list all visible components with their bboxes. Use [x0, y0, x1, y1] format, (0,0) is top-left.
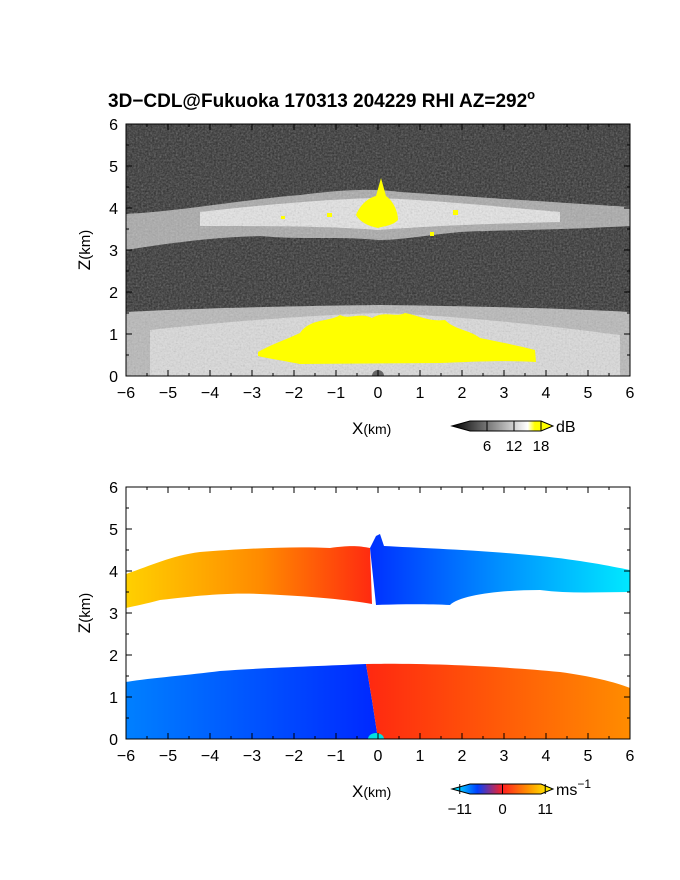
colorbar-tick-label: 6	[483, 438, 491, 455]
colorbar-tick-label: −11	[448, 801, 472, 818]
intensity-saturated-speck	[281, 216, 285, 219]
x-tick-label: −1	[327, 385, 345, 402]
x-tick-label: −6	[117, 748, 135, 765]
figure-title: 3D−CDL@Fukuoka 170313 204229 RHI AZ=292o	[108, 87, 535, 112]
x-tick-label: −5	[159, 748, 177, 765]
y-tick-label: 0	[109, 369, 118, 386]
intensity-saturated-speck	[453, 210, 458, 215]
x-tick-label: 5	[584, 385, 593, 402]
x-tick-label: −3	[243, 748, 261, 765]
velocity-site-marker	[368, 733, 384, 739]
x-tick-label: −4	[201, 748, 219, 765]
x-tick-label: 1	[416, 748, 425, 765]
y-tick-label: 1	[109, 327, 118, 344]
x-tick-label: 0	[374, 748, 383, 765]
velocity-lower-negative	[126, 664, 378, 739]
x-tick-label: 2	[458, 748, 467, 765]
x-tick-label: 5	[584, 748, 593, 765]
velocity-colorbar-unit: ms−1	[556, 777, 591, 799]
velocity-axes: −6 −5 −4 −3 −2 −1 0 1 2 3 4 5 6 0 1 2 3 4 5 6	[109, 480, 634, 765]
colorbar-tick-label: 18	[533, 438, 550, 455]
x-tick-label: 0	[374, 385, 383, 402]
intensity-colorbar-unit: dB	[556, 419, 576, 436]
x-tick-label: 3	[500, 748, 509, 765]
x-tick-label: 4	[542, 385, 551, 402]
x-tick-label: −6	[117, 385, 135, 402]
intensity-saturated-upper	[356, 178, 398, 228]
intensity-colorbar-bar	[450, 420, 555, 432]
x-tick-label: 6	[626, 385, 635, 402]
intensity-saturated-speck	[430, 232, 434, 236]
velocity-xlabel: X(km)	[352, 782, 391, 801]
intensity-axes: −6 −5 −4 −3 −2 −1 0 1 2 3 4 5 6 0 1 2 3 4 5 6	[109, 117, 634, 402]
colorbar-tick-label: 11	[537, 801, 553, 818]
x-tick-label: 2	[458, 385, 467, 402]
x-tick-label: −2	[285, 748, 303, 765]
colorbar-tick-label: 0	[498, 801, 506, 818]
intensity-colorbar: 6 12 18 dB	[450, 419, 576, 455]
y-tick-label: 2	[109, 648, 118, 665]
intensity-ylabel: Z(km)	[75, 230, 94, 270]
intensity-saturated-speck	[327, 213, 332, 217]
x-tick-label: −2	[285, 385, 303, 402]
velocity-upper-negative	[370, 534, 630, 605]
x-tick-label: −3	[243, 385, 261, 402]
y-tick-label: 4	[109, 564, 118, 581]
x-tick-label: −1	[327, 748, 345, 765]
y-tick-label: 1	[109, 690, 118, 707]
y-tick-label: 0	[109, 732, 118, 749]
velocity-upper-positive	[126, 546, 372, 608]
y-tick-label: 5	[109, 522, 118, 539]
intensity-xlabel: X(km)	[352, 419, 391, 438]
colorbar-tick-label: 12	[506, 438, 523, 455]
x-tick-label: 1	[416, 385, 425, 402]
velocity-lower-positive	[366, 663, 630, 739]
y-tick-label: 6	[109, 117, 118, 134]
y-tick-label: 6	[109, 480, 118, 497]
x-tick-label: −4	[201, 385, 219, 402]
x-tick-label: 3	[500, 385, 509, 402]
y-tick-label: 3	[109, 606, 118, 623]
y-tick-label: 2	[109, 285, 118, 302]
y-tick-label: 3	[109, 243, 118, 260]
y-tick-label: 5	[109, 159, 118, 176]
velocity-panel	[126, 487, 630, 739]
x-tick-label: 6	[626, 748, 635, 765]
y-tick-label: 4	[109, 201, 118, 218]
velocity-colorbar: −11 0 11 ms−1	[448, 777, 592, 818]
intensity-panel	[126, 124, 630, 376]
velocity-ylabel: Z(km)	[75, 593, 94, 633]
intensity-saturated-lower	[258, 313, 536, 364]
x-tick-label: 4	[542, 748, 551, 765]
x-tick-label: −5	[159, 385, 177, 402]
